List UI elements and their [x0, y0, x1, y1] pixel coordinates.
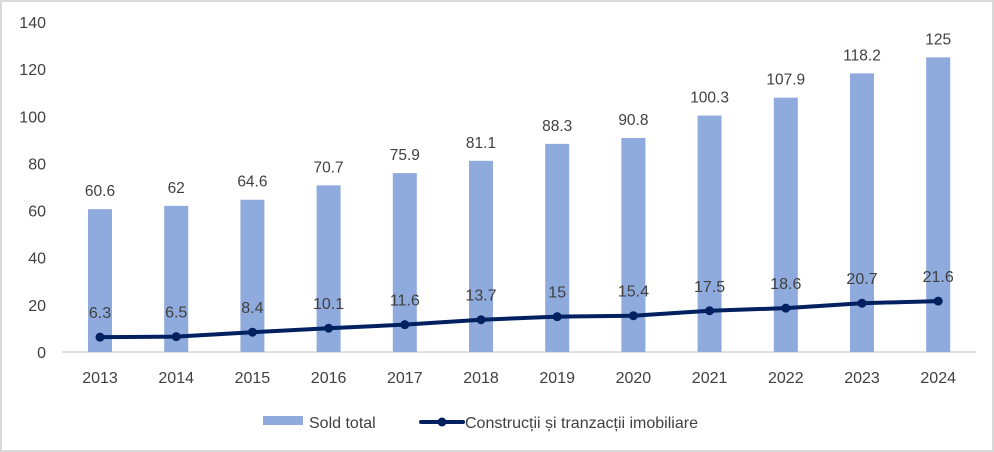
line-data-label: 11.6: [390, 293, 420, 310]
line-data-label: 15.4: [618, 284, 649, 301]
bar-data-label: 90.8: [618, 112, 648, 129]
line-point: [400, 320, 410, 330]
bar-data-label: 100.3: [690, 90, 729, 107]
x-tick-label: 2017: [387, 370, 423, 387]
line-series: 6.3 6.5 8.4 10.1 11.6 13.7 15 15.4 17.5 18.6 20.7 2…: [89, 269, 954, 342]
line-point: [324, 323, 334, 333]
y-tick-label: 20: [28, 298, 46, 315]
x-axis: 2013 2014 2015 2016 2017 2018 2019 2020 2021 2022…: [82, 370, 956, 387]
line-point: [705, 306, 715, 316]
line-data-label: 18.6: [770, 276, 801, 293]
line-point: [933, 296, 943, 306]
line-point: [857, 298, 867, 308]
line-constructii: [99, 299, 939, 340]
x-tick-label: 2015: [235, 370, 271, 387]
line-point: [628, 311, 638, 321]
x-tick-label: 2018: [463, 370, 499, 387]
bar-data-label: 60.6: [85, 183, 115, 200]
legend-label-constructii: Construcții și tranzacții imobiliare: [465, 415, 698, 432]
x-tick-label: 2014: [158, 370, 194, 387]
bar-data-label: 88.3: [542, 118, 572, 135]
line-data-label: 10.1: [313, 296, 344, 313]
bar-sold-total: [697, 115, 722, 352]
legend-swatch-sold-total: [263, 416, 303, 425]
bar-sold-total: [240, 199, 265, 352]
legend: Sold total Construcții și tranzacții imo…: [263, 415, 698, 432]
bar-sold-total: [88, 209, 112, 352]
y-tick-label: 80: [28, 156, 46, 173]
x-tick-label: 2020: [616, 370, 652, 387]
bar-sold-total: [926, 57, 951, 352]
line-data-label: 6.3: [89, 305, 111, 322]
x-tick-label: 2013: [82, 370, 118, 387]
y-tick-label: 100: [19, 109, 46, 126]
bar-data-label: 62: [168, 180, 185, 197]
legend-marker-constructii: [437, 417, 447, 427]
line-data-label: 15: [548, 285, 566, 302]
y-tick-label: 120: [19, 62, 46, 79]
line-data-label: 20.7: [846, 271, 877, 288]
bar-data-label: 81.1: [466, 135, 496, 152]
y-axis: 0 20 40 60 80 100 120 140: [19, 15, 46, 362]
bar-data-label: 64.6: [237, 174, 267, 191]
x-tick-label: 2023: [844, 370, 880, 387]
bar-data-label: 70.7: [314, 159, 344, 176]
x-tick-label: 2019: [539, 370, 575, 387]
y-tick-label: 140: [19, 15, 46, 32]
line-data-label: 6.5: [165, 305, 187, 322]
line-data-label: 21.6: [923, 269, 954, 286]
line-point: [781, 303, 791, 313]
line-point: [247, 327, 257, 337]
line-data-label: 8.4: [241, 300, 263, 317]
bar-data-label: 107.9: [766, 72, 805, 89]
x-tick-label: 2022: [768, 370, 804, 387]
bar-data-label: 125: [925, 31, 951, 48]
line-data-label: 13.7: [465, 288, 496, 305]
x-tick-label: 2021: [692, 370, 728, 387]
y-tick-label: 0: [37, 345, 46, 362]
x-tick-label: 2016: [311, 370, 347, 387]
line-point: [95, 332, 105, 342]
legend-label-sold-total: Sold total: [309, 415, 376, 432]
line-point: [552, 312, 562, 322]
line-data-label: 17.5: [694, 279, 725, 296]
x-tick-label: 2024: [920, 370, 956, 387]
bar-sold-total: [850, 73, 874, 352]
line-point: [171, 332, 181, 342]
bar-data-label: 75.9: [390, 147, 420, 164]
bar-sold-total: [164, 205, 189, 352]
y-tick-label: 40: [28, 251, 46, 268]
bar-sold-total: [773, 97, 798, 353]
line-point: [476, 315, 486, 325]
bar-data-label: 118.2: [843, 47, 881, 64]
y-tick-label: 60: [28, 204, 46, 221]
